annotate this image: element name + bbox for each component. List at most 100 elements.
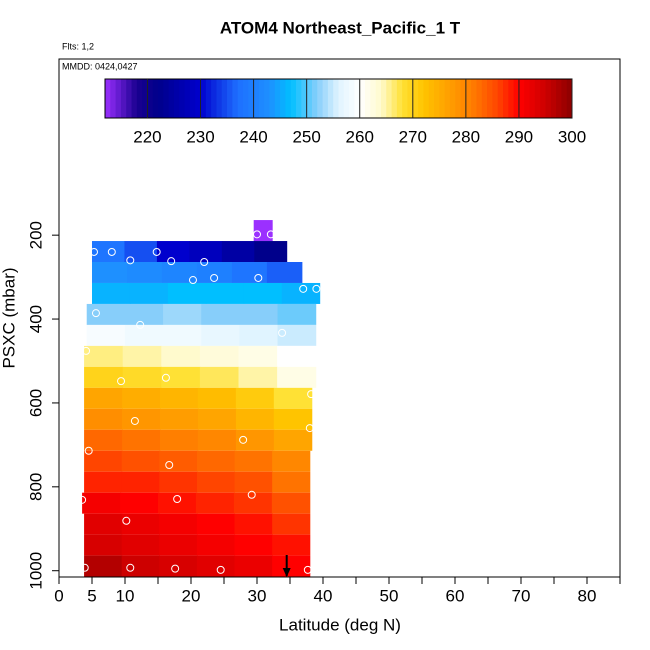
colorbar-swatch — [333, 79, 339, 118]
heat-cell — [271, 492, 311, 514]
heat-cell — [196, 262, 233, 283]
colorbar-swatch — [423, 79, 430, 118]
colorbar-swatch — [460, 79, 467, 118]
heat-cell — [243, 282, 283, 304]
heat-cell — [122, 387, 161, 409]
colorbar-swatch — [131, 79, 138, 118]
heat-cell — [159, 429, 199, 451]
y-axis-label: PSXC (mbar) — [0, 267, 18, 368]
heat-cell — [159, 450, 198, 472]
heat-cell — [189, 241, 223, 263]
colorbar-swatch — [211, 79, 217, 118]
heat-cell — [196, 513, 236, 535]
colorbar-swatch — [168, 79, 175, 118]
heat-cell — [120, 492, 159, 514]
heat-cell — [197, 429, 237, 451]
colorbar-swatch — [550, 79, 557, 118]
colorbar-swatch — [322, 79, 329, 118]
heat-cell — [84, 450, 123, 472]
heat-cell — [84, 513, 123, 535]
x-tick-label: 10 — [116, 586, 135, 605]
colorbar-swatch — [306, 79, 313, 118]
heat-cell — [238, 366, 278, 388]
colorbar-swatch — [380, 79, 387, 118]
colorbar-swatch — [269, 79, 276, 118]
colorbar-tick-label: 220 — [133, 127, 161, 146]
flight-point — [161, 373, 170, 382]
heat-cell — [239, 303, 279, 325]
colorbar-swatch — [439, 79, 446, 118]
flight-point — [80, 563, 89, 572]
heat-cell — [234, 471, 273, 493]
flight-point — [210, 273, 219, 282]
colorbar-swatch — [311, 79, 318, 118]
heat-cell — [126, 262, 163, 283]
heat-cell — [231, 262, 268, 283]
flight-point — [299, 284, 308, 293]
colorbar-swatch — [152, 79, 159, 118]
heat-cell — [197, 387, 237, 409]
heat-cell — [197, 408, 237, 430]
heat-cell — [159, 408, 199, 430]
heat-cell — [122, 408, 161, 430]
flight-point — [126, 256, 135, 265]
x-tick-label: 40 — [314, 586, 333, 605]
colorbar-swatch — [195, 79, 202, 118]
flight-point — [239, 435, 248, 444]
colorbar-swatch — [317, 79, 324, 118]
flight-point — [107, 247, 116, 256]
colorbar-tick-label: 300 — [558, 127, 586, 146]
heat-cell — [273, 408, 313, 430]
colorbar-swatch — [561, 79, 568, 118]
colorbar-swatch — [221, 79, 228, 118]
flight-point — [152, 247, 161, 256]
heat-cell — [273, 387, 313, 409]
colorbar-tick-label: 240 — [239, 127, 267, 146]
heat-cell — [122, 366, 162, 388]
flight-point — [165, 461, 174, 470]
heat-cell — [161, 366, 201, 388]
flight-point — [278, 328, 287, 337]
heat-cell — [86, 303, 126, 325]
colorbar-swatch — [386, 79, 393, 118]
colorbar-swatch — [428, 79, 435, 118]
y-tick-label: 1000 — [26, 552, 45, 590]
colorbar-swatch — [524, 79, 531, 118]
x-tick-label: 20 — [182, 586, 201, 605]
heat-cell — [196, 450, 236, 472]
heat-cell — [124, 303, 164, 325]
flight-point — [117, 377, 126, 386]
heat-cell — [234, 555, 273, 577]
heat-cell — [84, 534, 123, 556]
colorbar-swatch — [290, 79, 297, 118]
flight-point — [188, 276, 197, 285]
flight-point — [173, 494, 182, 503]
colorbar-swatch — [455, 79, 462, 118]
colorbar-swatch — [465, 79, 472, 118]
flight-point — [305, 424, 314, 433]
heat-cell — [196, 555, 236, 577]
colorbar-swatch — [375, 79, 382, 118]
colorbar-swatch — [349, 79, 355, 118]
colorbar-swatch — [258, 79, 265, 118]
heat-cell — [201, 303, 240, 325]
heat-cell — [92, 262, 128, 283]
x-axis-label: Latitude (deg N) — [279, 615, 401, 634]
x-tick-label: 50 — [380, 586, 399, 605]
colorbar-swatch — [147, 79, 154, 118]
heat-cell — [234, 513, 273, 535]
heat-cell — [84, 366, 124, 388]
colorbar-tick-label: 260 — [346, 127, 374, 146]
colorbar-swatch — [126, 79, 133, 118]
heat-cell — [161, 345, 201, 367]
heat-cell — [273, 429, 313, 451]
chart-title: ATOM4 Northeast_Pacific_1 T — [220, 18, 461, 37]
colorbar-swatch — [508, 79, 515, 118]
heat-cell — [86, 324, 126, 346]
colorbar-swatch — [476, 79, 483, 118]
colorbar-swatch — [492, 79, 499, 118]
colorbar-swatch — [481, 79, 488, 118]
heat-cell — [159, 555, 198, 577]
heat-cell — [196, 471, 236, 493]
colorbar-swatch — [365, 79, 371, 118]
